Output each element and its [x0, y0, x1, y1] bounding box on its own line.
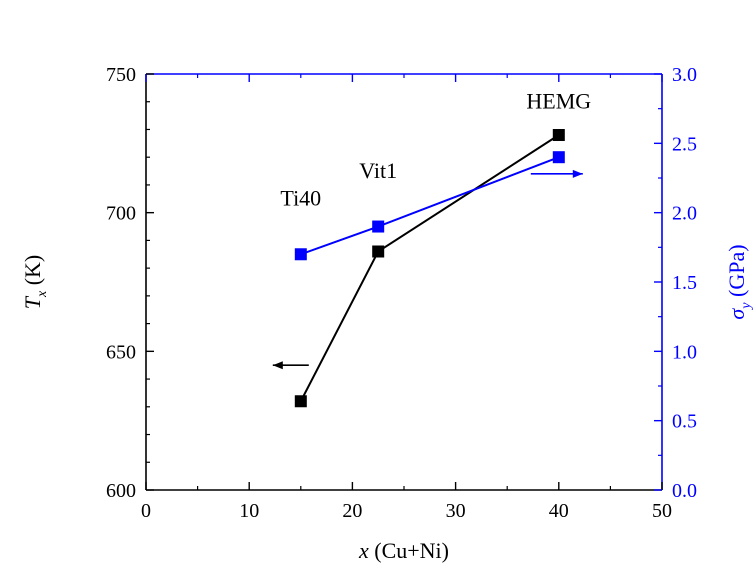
y-right-tick-label: 1.0: [672, 341, 697, 363]
x-axis-title: x (Cu+Ni): [358, 538, 449, 563]
y-right-tick-label: 1.5: [672, 272, 697, 294]
y-left-tick-label: 600: [106, 480, 136, 502]
x-tick-label: 40: [549, 500, 569, 522]
series-left-line: [299, 134, 560, 402]
series-left-point: [372, 245, 385, 258]
arrow-right-head: [572, 169, 583, 178]
annotation-label: HEMG: [526, 89, 591, 114]
x-tick-label: 50: [652, 500, 672, 522]
y-left-tick-label: 700: [106, 203, 136, 225]
x-tick-label: 20: [342, 500, 362, 522]
series-right-point: [552, 151, 565, 164]
y-right-tick-label: 2.5: [672, 133, 697, 155]
y-right-axis-title: σy (GPa): [724, 244, 754, 319]
y-left-tick-label: 750: [106, 64, 136, 86]
arrow-left-head: [272, 361, 283, 370]
y-right-tick-label: 0.5: [672, 411, 697, 433]
y-right-tick-label: 0.0: [672, 480, 697, 502]
x-tick-label: 10: [239, 500, 259, 522]
x-tick-label: 0: [141, 500, 151, 522]
series-left-point: [294, 395, 307, 408]
series-right-line: [300, 156, 560, 256]
series-left-point: [552, 129, 565, 142]
series-right-point: [372, 220, 385, 233]
y-left-axis-title: Tx (K): [20, 255, 50, 310]
y-left-tick-label: 650: [106, 341, 136, 363]
y-right-tick-label: 3.0: [672, 64, 697, 86]
y-right-tick-label: 2.0: [672, 203, 697, 225]
x-tick-label: 30: [446, 500, 466, 522]
series-right-point: [294, 248, 307, 261]
annotation-label: Ti40: [280, 186, 321, 211]
annotation-label: Vit1: [359, 158, 397, 183]
